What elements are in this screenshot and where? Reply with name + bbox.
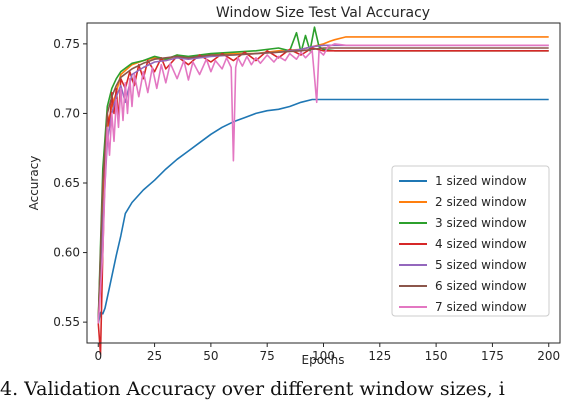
figure-caption: 4. Validation Accuracy over different wi… — [0, 378, 505, 400]
y-tick-label: 0.75 — [53, 37, 80, 51]
series-line-5 — [97, 44, 549, 321]
series-layer — [97, 26, 549, 355]
x-tick-label: 125 — [368, 349, 391, 363]
series-line-1 — [97, 98, 549, 324]
y-axis: 0.55 0.60 0.65 0.70 0.75 — [53, 37, 87, 329]
x-tick-label: 100 — [312, 349, 335, 363]
chart-title: Window Size Test Val Accuracy — [216, 5, 430, 21]
x-tick-label: 75 — [260, 349, 275, 363]
x-tick-label: 0 — [94, 349, 102, 363]
legend: 1 sized window 2 sized window 3 sized wind… — [391, 165, 550, 317]
y-tick-label: 0.65 — [53, 176, 80, 190]
x-tick-label: 200 — [537, 349, 560, 363]
x-axis-label: Epochs — [302, 353, 345, 367]
series-line-3 — [97, 26, 549, 320]
legend-label-2: 2 sized window — [435, 195, 527, 209]
legend-label-1: 1 sized window — [435, 174, 527, 188]
x-tick-label: 50 — [203, 349, 218, 363]
legend-box — [391, 165, 550, 317]
line-chart: Window Size Test Val Accuracy 0 25 50 75 100… — [27, 5, 561, 367]
legend-label-3: 3 sized window — [435, 216, 527, 230]
x-tick-label: 25 — [147, 349, 162, 363]
x-tick-label: 175 — [481, 349, 504, 363]
y-tick-label: 0.55 — [53, 315, 80, 329]
series-line-7 — [97, 43, 549, 324]
x-axis: 0 25 50 75 100 125 150 175 200 — [94, 343, 560, 363]
legend-label-4: 4 sized window — [435, 237, 527, 251]
y-tick-label: 0.60 — [53, 246, 80, 260]
x-tick-label: 150 — [425, 349, 448, 363]
legend-label-5: 5 sized window — [435, 258, 527, 272]
y-axis-label: Accuracy — [27, 156, 41, 211]
legend-label-7: 7 sized window — [435, 300, 527, 314]
series-line-6 — [97, 47, 549, 323]
y-tick-label: 0.70 — [53, 106, 80, 120]
legend-label-6: 6 sized window — [435, 279, 527, 293]
